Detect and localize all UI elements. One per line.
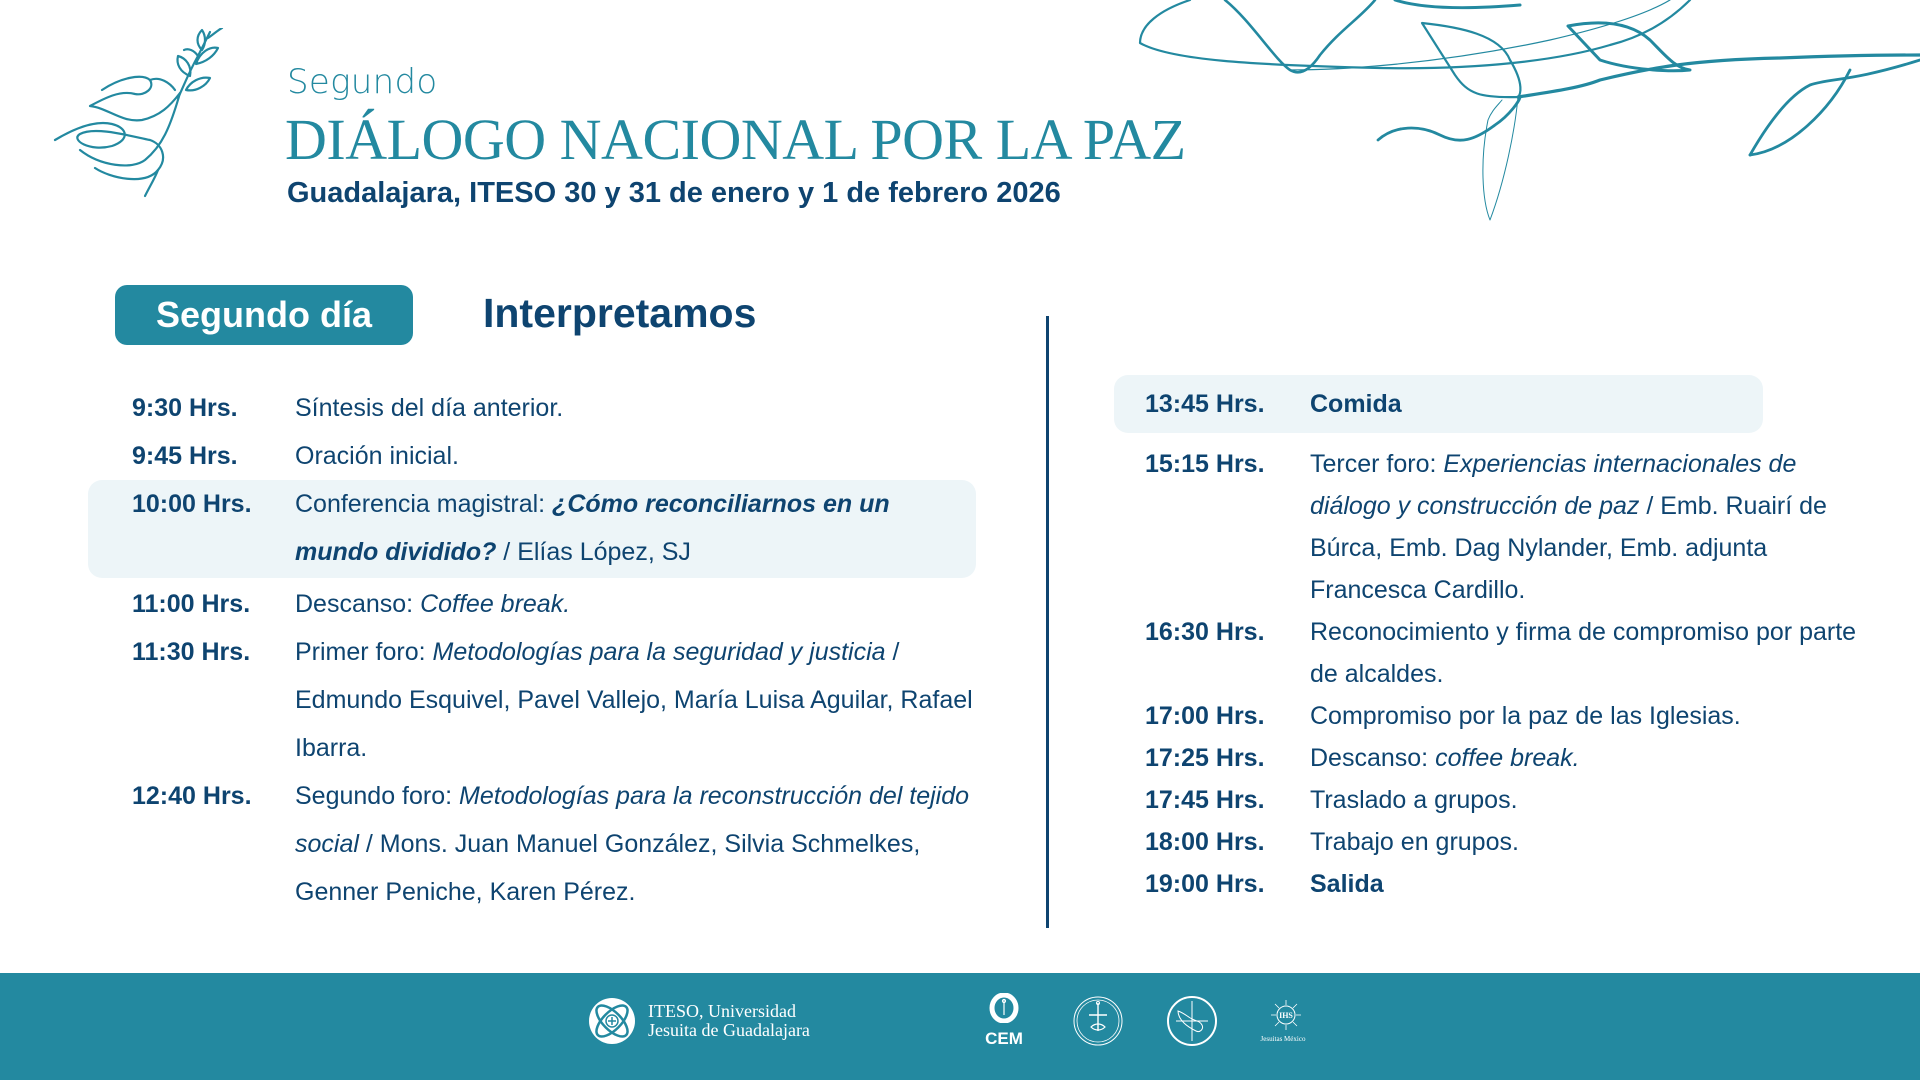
description-segment: / Emb. Ruairí de Búrca, Emb. Dag Nylande… [1310,492,1827,604]
description-segment: Tercer foro: [1310,450,1444,478]
svg-text:IHS: IHS [1279,1011,1293,1020]
day-theme: Interpretamos [483,290,757,336]
schedule-description: Comida [1310,383,1763,425]
schedule-time: 17:00 Hrs. [1145,702,1265,730]
description-segment: Primer foro: [295,638,433,666]
schedule-row: 11:00 Hrs. Descanso: Coffee break. [88,580,976,628]
iteso-line2: Jesuita de Guadalajara [648,1020,810,1040]
jesuitas-label: Jesuitas México [1260,1035,1306,1043]
cem-emblem-icon [989,992,1019,1024]
schedule-description: Segundo foro: Metodologías para la recon… [295,772,976,916]
description-segment: Coffee break. [420,590,571,618]
description-segment: / Edmundo Esquivel, Pavel Vallejo, María… [295,638,973,762]
description-segment: Descanso: [1310,744,1436,772]
schedule-description: Oración inicial. [295,432,976,480]
cross-fish-seal-icon [1073,996,1123,1046]
schedule-time: 17:45 Hrs. [1145,786,1265,814]
iteso-logo: ITESO, Universidad Jesuita de Guadalajar… [588,997,810,1045]
olive-vine-icon [1138,0,1920,221]
dove-with-olive-branch-icon [53,28,224,198]
description-segment: Trabajo en grupos. [1310,828,1519,856]
description-segment: Metodologías para la reconstrucción del … [295,782,970,858]
mexico-map-seal-logo [1166,995,1218,1051]
description-segment: Salida [1310,870,1384,898]
schedule-row: 15:15 Hrs. Tercer foro: Experiencias inte… [1114,443,1874,611]
description-segment: Metodologías para la seguridad y justici… [432,638,886,666]
schedule-row: 19:00 Hrs. Salida [1114,863,1874,905]
ecumenical-seal-logo [1072,995,1124,1051]
sponsor-footer: ITESO, Universidad Jesuita de Guadalajar… [0,973,1920,1080]
ihs-sunburst-icon: IHS [1271,1000,1301,1030]
schedule-time: 18:00 Hrs. [1145,828,1265,856]
description-segment: Compromiso por la paz de las Iglesias. [1310,702,1741,730]
schedule-row: 17:25 Hrs. Descanso: coffee break. [1114,737,1874,779]
header-eyebrow: Segundo [287,62,438,102]
description-segment: / Mons. Juan Manuel González, Silvia Sch… [295,830,921,906]
schedule-row: 12:40 Hrs. Segundo foro: Metodologías par… [88,772,976,916]
schedule-time: 11:00 Hrs. [132,590,251,618]
schedule-description: Salida [1310,863,1874,905]
schedule-row: 13:45 Hrs. Comida [1114,375,1763,433]
schedule-row: 11:30 Hrs. Primer foro: Metodologías para… [88,628,976,772]
schedule-description: Primer foro: Metodologías para la seguri… [295,628,976,772]
schedule-description: Traslado a grupos. [1310,779,1874,821]
schedule-description: Descanso: coffee break. [1310,737,1874,779]
schedule-row: 18:00 Hrs. Trabajo en grupos. [1114,821,1874,863]
schedule-time: 17:25 Hrs. [1145,744,1265,772]
schedule-row: 10:00 Hrs. Conferencia magistral: ¿Cómo r… [88,480,976,578]
event-location-dates: Guadalajara, ITESO 30 y 31 de enero y 1 … [287,177,1061,209]
schedule-time: 15:15 Hrs. [1145,450,1265,478]
schedule-time: 9:30 Hrs. [132,394,238,422]
description-segment: Descanso: [295,590,421,618]
description-segment: Síntesis del día anterior. [295,394,564,422]
description-segment: Reconocimiento y firma de compromiso por… [1310,618,1857,688]
schedule-row: 17:45 Hrs. Traslado a grupos. [1114,779,1874,821]
day-badge: Segundo día [115,285,413,345]
description-segment: coffee break. [1435,744,1580,772]
schedule-description: Conferencia magistral: ¿Cómo reconciliar… [295,480,976,576]
schedule-time: 13:45 Hrs. [1145,390,1265,418]
schedule-row: 17:00 Hrs. Compromiso por la paz de las I… [1114,695,1874,737]
schedule-description: Reconocimiento y firma de compromiso por… [1310,611,1874,695]
description-segment: / Elías López, SJ [496,538,691,566]
schedule-time: 11:30 Hrs. [132,638,251,666]
description-segment: ¿Cómo reconciliarnos en un mundo dividid… [295,490,890,566]
schedule-left-column: 9:30 Hrs. Síntesis del día anterior. 9:45 … [88,384,976,916]
schedule-description: Trabajo en grupos. [1310,821,1874,863]
description-segment: Comida [1310,390,1402,418]
schedule-time: 10:00 Hrs. [132,490,252,518]
cem-logo: CEM [978,992,1030,1049]
schedule-row: 16:30 Hrs. Reconocimiento y firma de comp… [1114,611,1874,695]
schedule-time: 12:40 Hrs. [132,782,252,810]
schedule-row: 9:45 Hrs. Oración inicial. [88,432,976,480]
schedule-description: Descanso: Coffee break. [295,580,976,628]
cem-label: CEM [985,1029,1023,1048]
description-segment: Traslado a grupos. [1310,786,1518,814]
description-segment: Experiencias internacionales de diálogo … [1310,450,1797,520]
schedule-time: 9:45 Hrs. [132,442,238,470]
column-divider [1046,316,1049,928]
schedule-time: 16:30 Hrs. [1145,618,1265,646]
schedule-row: 9:30 Hrs. Síntesis del día anterior. [88,384,976,432]
schedule-right-column: 13:45 Hrs. Comida 15:15 Hrs. Tercer foro: E… [1114,375,1874,905]
description-segment: Conferencia magistral: [295,490,553,518]
description-segment: Segundo foro: [295,782,460,810]
schedule-time: 19:00 Hrs. [1145,870,1265,898]
jesuitas-mexico-logo: IHS Jesuitas México [1261,999,1310,1043]
iteso-emblem-icon [589,998,635,1044]
event-title: DIÁLOGO NACIONAL POR LA PAZ [285,107,1186,172]
description-segment: Oración inicial. [295,442,459,470]
mexico-map-cross-icon [1167,996,1217,1046]
schedule-description: Compromiso por la paz de las Iglesias. [1310,695,1874,737]
schedule-description: Tercer foro: Experiencias internacionale… [1310,443,1874,611]
iteso-line1: ITESO, Universidad [648,1001,796,1021]
schedule-description: Síntesis del día anterior. [295,384,976,432]
